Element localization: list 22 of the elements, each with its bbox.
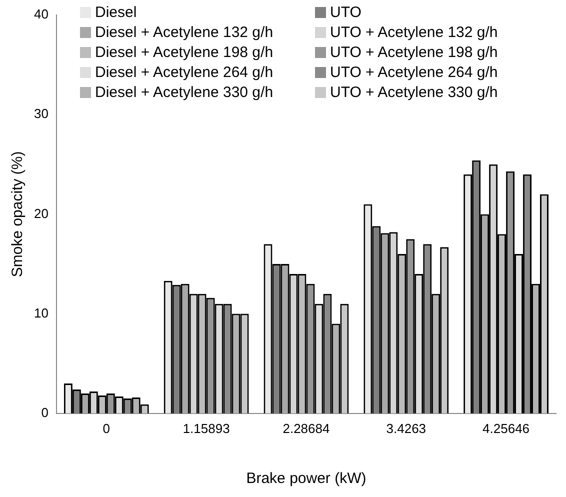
x-tick-label: 1.15893 bbox=[182, 420, 230, 436]
y-tick-label: 0 bbox=[41, 404, 48, 420]
y-tick-label: 10 bbox=[34, 305, 48, 320]
legend-label: UTO + Acetylene 198 g/h bbox=[330, 44, 498, 61]
y-tick-label: 30 bbox=[34, 106, 48, 122]
x-tick-label: 2.28684 bbox=[282, 420, 330, 436]
legend-label: UTO bbox=[330, 4, 362, 21]
x-axis-title: Brake power (kW) bbox=[246, 470, 366, 488]
legend-label: Diesel + Acetylene 132 g/h bbox=[95, 24, 274, 41]
x-tick-label: 4.25646 bbox=[482, 420, 530, 436]
legend-label: Diesel bbox=[95, 4, 137, 21]
legend-label: UTO + Acetylene 330 g/h bbox=[330, 84, 498, 101]
y-tick-label: 40 bbox=[34, 6, 48, 22]
x-tick-label: 0 bbox=[102, 420, 110, 436]
legend-label: Diesel + Acetylene 264 g/h bbox=[95, 64, 274, 81]
legend-label: Diesel + Acetylene 330 g/h bbox=[95, 84, 274, 101]
y-axis-title: Smoke opacity (%) bbox=[9, 151, 26, 278]
legend-label: UTO + Acetylene 132 g/h bbox=[330, 24, 498, 41]
y-tick-label: 20 bbox=[34, 206, 48, 221]
x-tick-label: 3.4263 bbox=[386, 420, 426, 436]
legend-label: UTO + Acetylene 264 g/h bbox=[330, 64, 498, 81]
legend-label: Diesel + Acetylene 198 g/h bbox=[95, 44, 274, 61]
